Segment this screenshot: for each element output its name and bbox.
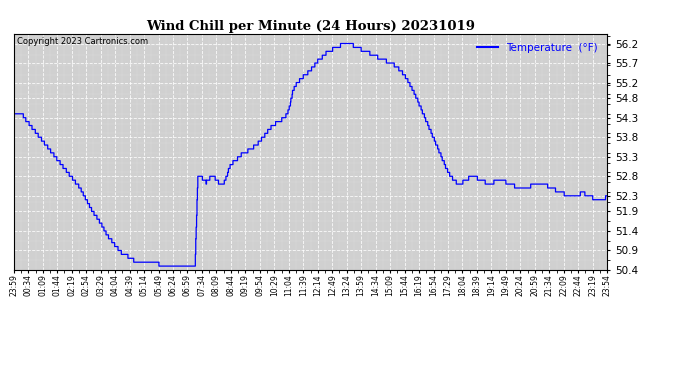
Legend: Temperature  (°F): Temperature (°F) (473, 39, 602, 57)
Title: Wind Chill per Minute (24 Hours) 20231019: Wind Chill per Minute (24 Hours) 2023101… (146, 20, 475, 33)
Text: Copyright 2023 Cartronics.com: Copyright 2023 Cartronics.com (17, 37, 148, 46)
